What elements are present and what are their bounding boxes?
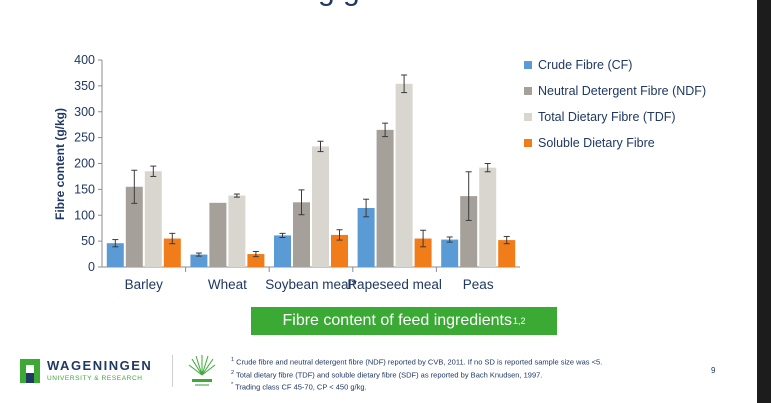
y-tick-label: 350 xyxy=(74,79,95,93)
legend-item: Soluble Dietary Fibre xyxy=(524,130,706,156)
legend-swatch xyxy=(524,61,532,69)
legend-item: Neutral Detergent Fibre (NDF) xyxy=(524,78,706,104)
wageningen-logo: WAGENINGEN UNIVERSITY & RESEARCH xyxy=(20,355,160,389)
logo-text: WAGENINGEN xyxy=(47,358,153,373)
bar xyxy=(498,240,516,267)
window-border xyxy=(757,0,771,403)
legend-swatch xyxy=(524,139,532,147)
bar xyxy=(209,202,227,267)
legend-item: Total Dietary Fibre (TDF) xyxy=(524,104,706,130)
bar xyxy=(163,238,181,267)
footnote-mark: 2 xyxy=(231,369,235,376)
slide-caption: Fibre content of feed ingredients 1,2 xyxy=(251,307,557,335)
x-tick-label: Soybean meal* xyxy=(265,277,357,292)
x-tick-label: Peas xyxy=(463,277,494,292)
bar xyxy=(274,235,291,267)
caption-superscript: 1,2 xyxy=(512,316,526,326)
bar xyxy=(460,196,478,267)
footnote-text: Total dietary fibre (TDF) and soluble di… xyxy=(234,370,543,379)
bar xyxy=(144,171,162,267)
bar xyxy=(106,243,124,267)
legend-swatch xyxy=(524,87,532,95)
slide-title: g g xyxy=(0,0,771,6)
bar xyxy=(395,83,413,268)
bar xyxy=(312,146,329,267)
legend-label: Total Dietary Fibre (TDF) xyxy=(538,110,676,124)
y-tick-label: 300 xyxy=(74,105,95,119)
footnote: 2 Total dietary fibre (TDF) and soluble … xyxy=(231,368,602,381)
y-tick-label: 150 xyxy=(74,182,95,196)
footnote: * Trading class CF 45-70, CP < 450 g/kg. xyxy=(231,380,602,393)
x-axis: Barley Wheat Soybean meal*Rapeseed meal Pea… xyxy=(102,266,520,292)
bar xyxy=(190,254,208,267)
bar xyxy=(414,238,432,267)
footer-divider xyxy=(172,355,173,387)
bar xyxy=(441,239,459,267)
y-tick-label: 200 xyxy=(74,157,95,171)
footnote: 1 Crude fibre and neutral detergent fibr… xyxy=(231,355,602,368)
bars xyxy=(106,74,516,268)
logo-subtext: UNIVERSITY & RESEARCH xyxy=(47,375,143,382)
bar xyxy=(331,234,348,267)
partner-logo-icon xyxy=(188,355,216,386)
page-number: 9 xyxy=(711,366,716,375)
legend-item: Crude Fibre (CF) xyxy=(524,52,706,78)
y-tick-label: 0 xyxy=(88,260,95,274)
y-tick-label: 250 xyxy=(74,131,95,145)
y-axis: 0 50 100 150 200 250 300 350 400 xyxy=(74,53,103,274)
x-tick-label: Wheat xyxy=(208,277,247,292)
caption-text: Fibre content of feed ingredients xyxy=(282,312,512,329)
bar xyxy=(293,202,310,267)
bar xyxy=(376,129,394,267)
footnotes: 1 Crude fibre and neutral detergent fibr… xyxy=(231,355,602,393)
y-tick-label: 100 xyxy=(74,208,95,222)
bar xyxy=(357,208,375,267)
legend-label: Crude Fibre (CF) xyxy=(538,58,633,72)
bar-chart: 0 50 100 150 200 250 300 350 400 Barley Wheat Soyb… xyxy=(53,53,520,292)
x-tick-label: Rapeseed meal xyxy=(347,277,442,292)
footnote-text: Crude fibre and neutral detergent fibre … xyxy=(234,357,603,367)
y-tick-label: 400 xyxy=(74,53,95,67)
bar xyxy=(228,195,246,267)
y-axis-label: Fibre content (g/kg) xyxy=(53,108,67,220)
bar xyxy=(479,167,497,267)
bar xyxy=(247,254,265,267)
chart-legend: Crude Fibre (CF) Neutral Detergent Fibre … xyxy=(524,52,706,156)
legend-swatch xyxy=(524,113,532,121)
y-tick-label: 50 xyxy=(81,234,95,248)
x-tick-label: Barley xyxy=(125,277,164,292)
footnote-mark: * xyxy=(231,382,234,388)
legend-label: Soluble Dietary Fibre xyxy=(538,136,655,150)
footnote-text: Trading class CF 45-70, CP < 450 g/kg. xyxy=(233,382,367,392)
logo-mark-icon xyxy=(20,359,40,383)
slide-title-text: g g xyxy=(318,0,360,6)
legend-label: Neutral Detergent Fibre (NDF) xyxy=(538,84,707,98)
bar xyxy=(125,186,143,267)
footnote-mark: 1 xyxy=(231,357,235,363)
